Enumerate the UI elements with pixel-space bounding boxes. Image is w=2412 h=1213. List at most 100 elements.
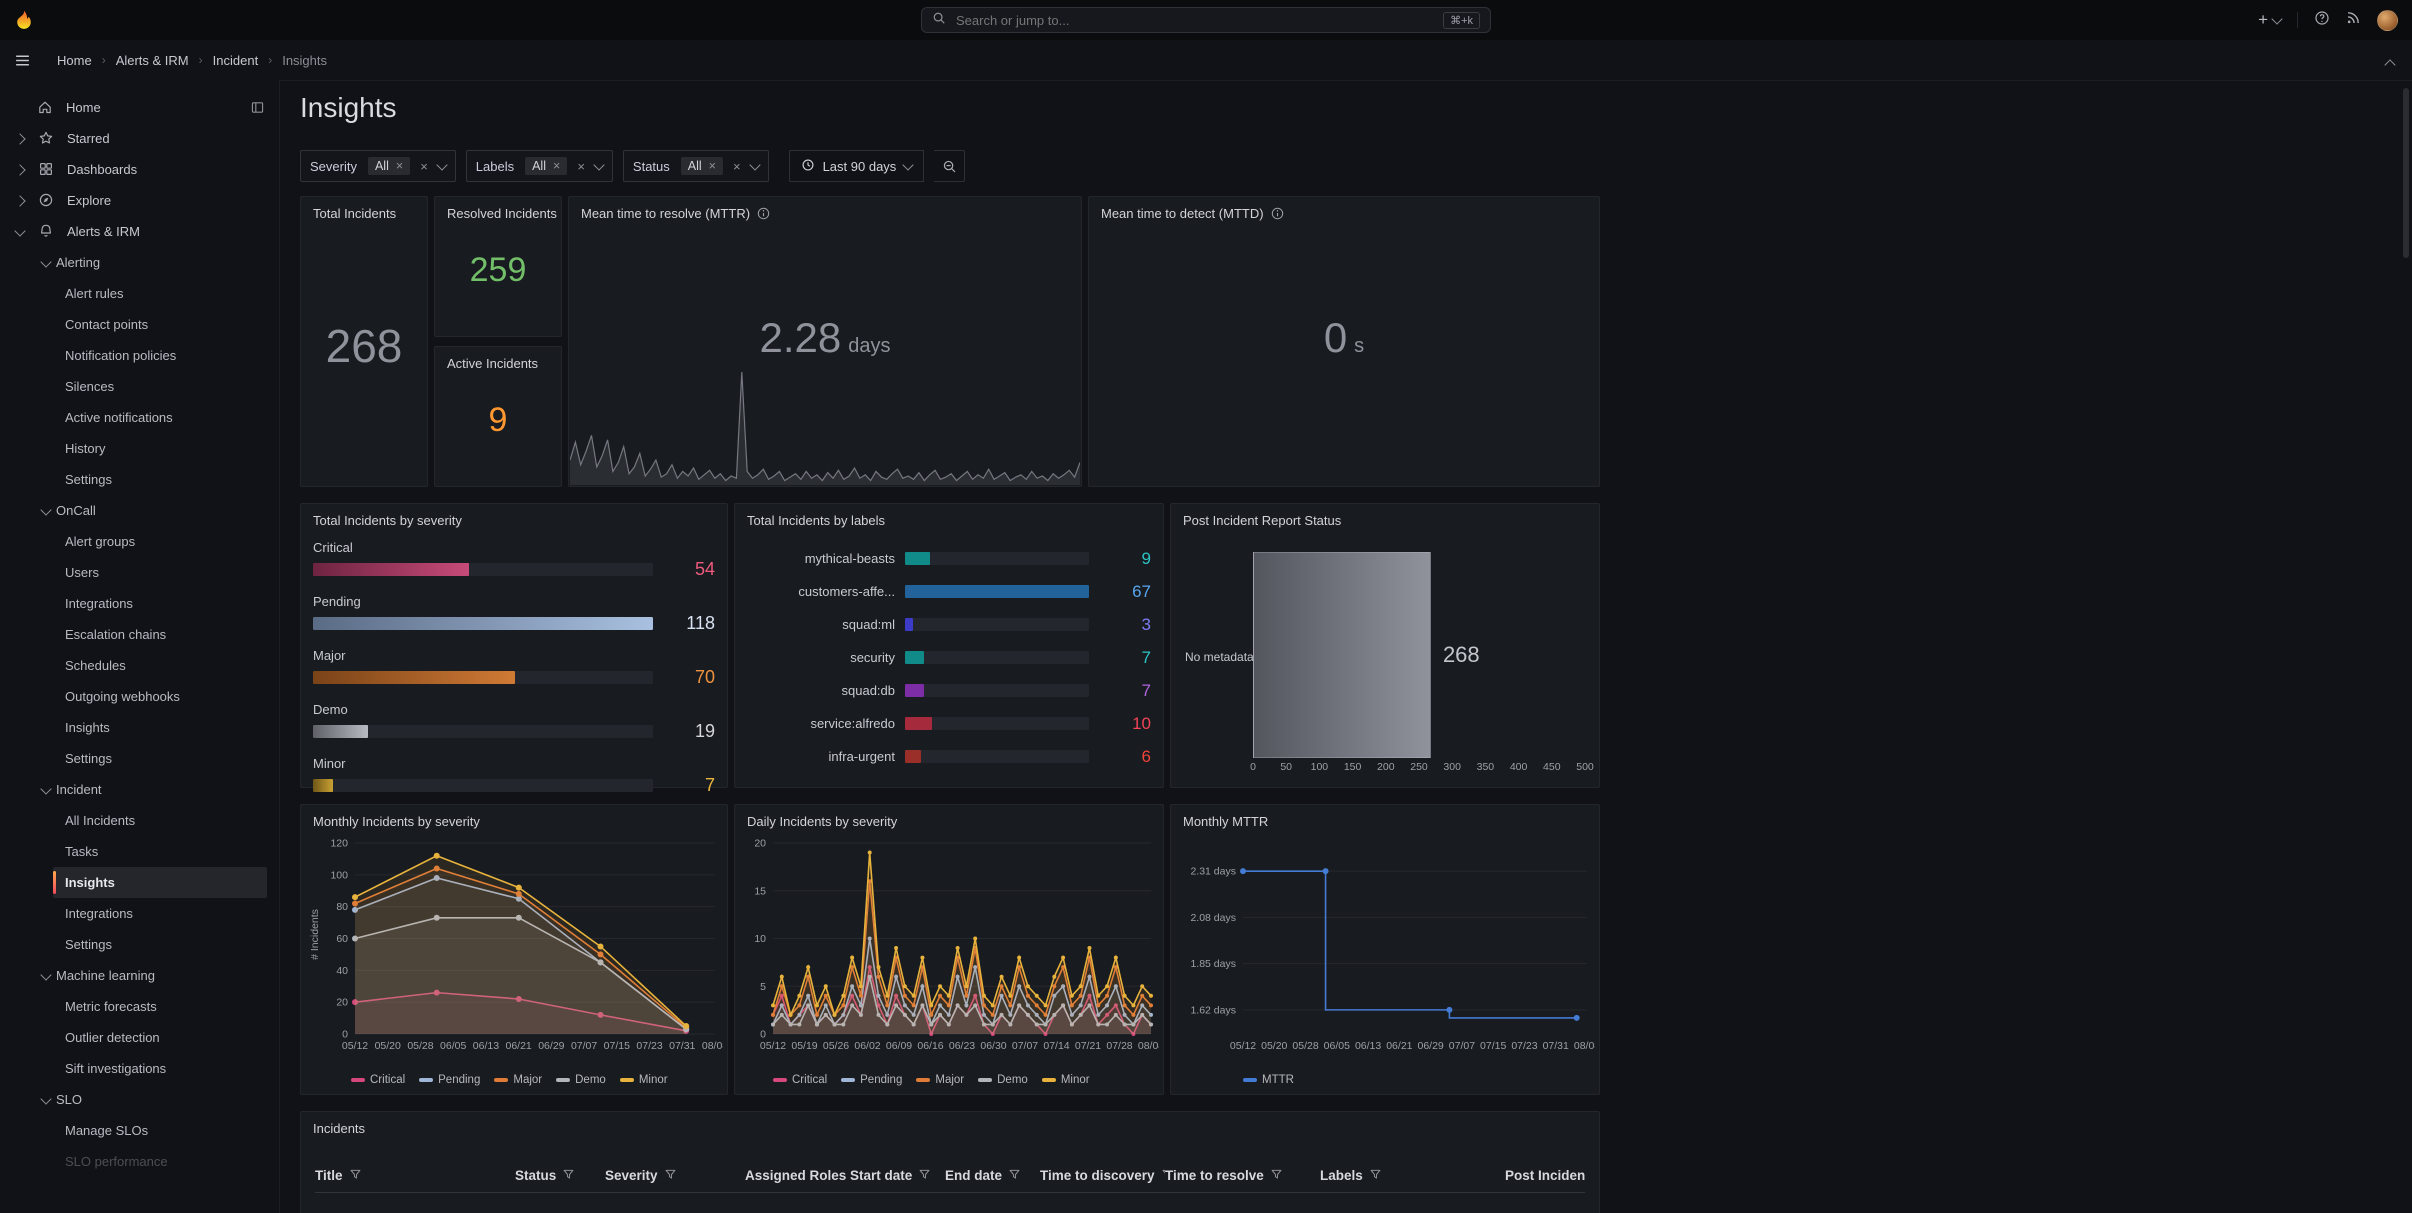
time-range-picker[interactable]: Last 90 days: [788, 150, 925, 182]
filter-labels[interactable]: Labels All × ×: [465, 150, 613, 182]
legend-item-mttr[interactable]: MTTR: [1243, 1074, 1294, 1086]
sidebar-item-settings[interactable]: Settings: [0, 929, 279, 960]
sidebar-item-integrations[interactable]: Integrations: [0, 898, 279, 929]
window-scrollbar[interactable]: [2403, 88, 2409, 258]
sidebar-item-contact-points[interactable]: Contact points: [0, 309, 279, 340]
clear-filter-icon[interactable]: ×: [577, 158, 585, 174]
filter-severity[interactable]: Severity All × ×: [300, 150, 456, 182]
column-header-time-to-resolve[interactable]: Time to resolve: [1165, 1168, 1320, 1183]
sidebar-item-alerting[interactable]: Alerting: [0, 247, 279, 278]
legend-item-major[interactable]: Major: [494, 1074, 542, 1086]
sidebar-item-users[interactable]: Users: [0, 557, 279, 588]
legend-item-minor[interactable]: Minor: [1041, 1074, 1090, 1086]
filter-value-chip[interactable]: All ×: [367, 157, 411, 175]
sidebar-item-insights[interactable]: Insights: [53, 867, 267, 898]
filter-label: Severity: [310, 158, 357, 174]
grafana-logo-icon[interactable]: [13, 9, 35, 31]
breadcrumb-item-home[interactable]: Home: [57, 52, 92, 68]
filter-value-chip[interactable]: All ×: [680, 157, 723, 175]
column-header-time-to-discovery[interactable]: Time to discovery: [1040, 1168, 1165, 1183]
sidebar-item-schedules[interactable]: Schedules: [0, 650, 279, 681]
sidebar-item-metric-forecasts[interactable]: Metric forecasts: [0, 991, 279, 1022]
sidebar-item-alert-groups[interactable]: Alert groups: [0, 526, 279, 557]
legend-item-major[interactable]: Major: [916, 1074, 964, 1086]
sidebar-item-sift-investigations[interactable]: Sift investigations: [0, 1053, 279, 1084]
chevron-down-icon[interactable]: [748, 159, 768, 171]
info-icon[interactable]: [1271, 207, 1284, 220]
chevron-down-icon[interactable]: [436, 159, 455, 171]
breadcrumb-item-alerts-irm[interactable]: Alerts & IRM: [115, 52, 189, 68]
sidebar-item-history[interactable]: History: [0, 433, 279, 464]
sidebar-item-tasks[interactable]: Tasks: [0, 836, 279, 867]
chevron-down-icon[interactable]: [593, 159, 612, 171]
legend-item-demo[interactable]: Demo: [556, 1074, 606, 1086]
sidebar-item-incident[interactable]: Incident: [0, 774, 279, 805]
legend-item-critical[interactable]: Critical: [351, 1074, 405, 1086]
sidebar-item-settings[interactable]: Settings: [0, 464, 279, 495]
column-header-title[interactable]: Title: [315, 1168, 515, 1183]
sidebar-item-dashboards[interactable]: Dashboards: [0, 154, 279, 185]
filter-status[interactable]: Status All × ×: [622, 150, 769, 182]
news-rss-icon[interactable]: [2346, 10, 2361, 30]
sidebar-item-silences[interactable]: Silences: [0, 371, 279, 402]
sidebar-item-insights[interactable]: Insights: [0, 712, 279, 743]
sidebar-item-active-notifications[interactable]: Active notifications: [0, 402, 279, 433]
filter-funnel-icon[interactable]: [919, 1168, 930, 1183]
sidebar-item-explore[interactable]: Explore: [0, 185, 279, 216]
legend-item-demo[interactable]: Demo: [978, 1074, 1028, 1086]
clear-filter-icon[interactable]: ×: [732, 158, 741, 174]
filter-funnel-icon[interactable]: [1271, 1168, 1282, 1183]
column-header-labels[interactable]: Labels: [1320, 1168, 1505, 1183]
column-header-severity[interactable]: Severity: [605, 1168, 745, 1183]
zoom-out-button[interactable]: [934, 150, 966, 182]
breadcrumb-item-incident[interactable]: Incident: [212, 52, 259, 68]
sidebar-item-machine-learning[interactable]: Machine learning: [0, 960, 279, 991]
sidebar-item-integrations[interactable]: Integrations: [0, 588, 279, 619]
legend-item-minor[interactable]: Minor: [619, 1074, 668, 1086]
legend-item-pending[interactable]: Pending: [419, 1074, 480, 1086]
filter-funnel-icon[interactable]: [563, 1168, 574, 1183]
undock-menu-icon[interactable]: [250, 100, 265, 115]
filter-value-chip[interactable]: All ×: [525, 157, 568, 175]
legend-item-pending[interactable]: Pending: [841, 1074, 902, 1086]
filter-funnel-icon[interactable]: [1370, 1168, 1381, 1183]
search-input[interactable]: [954, 11, 1436, 29]
filter-funnel-icon[interactable]: [350, 1168, 361, 1183]
sidebar-item-home[interactable]: Home: [0, 92, 279, 123]
sidebar-item-outgoing-webhooks[interactable]: Outgoing webhooks: [0, 681, 279, 712]
help-icon[interactable]: [2314, 10, 2330, 31]
new-menu-button[interactable]: +: [2258, 10, 2283, 30]
sidebar-item-alerts-irm[interactable]: Alerts & IRM: [0, 216, 279, 247]
legend-label: Minor: [1060, 1074, 1090, 1086]
search-box[interactable]: ⌘+k: [921, 7, 1491, 33]
sidebar-item-manage-slos[interactable]: Manage SLOs: [0, 1115, 279, 1146]
sidebar-item-oncall[interactable]: OnCall: [0, 495, 279, 526]
sidebar-item-alert-rules[interactable]: Alert rules: [0, 278, 279, 309]
sidebar-item-notification-policies[interactable]: Notification policies: [0, 340, 279, 371]
sidebar-item-outlier-detection[interactable]: Outlier detection: [0, 1022, 279, 1053]
clear-filter-icon[interactable]: ×: [420, 158, 428, 174]
legend-item-critical[interactable]: Critical: [773, 1074, 827, 1086]
sidebar-item-settings[interactable]: Settings: [0, 743, 279, 774]
hamburger-menu-icon[interactable]: [14, 52, 31, 69]
info-icon[interactable]: [757, 207, 770, 220]
avatar[interactable]: [2377, 9, 2398, 31]
column-header-status[interactable]: Status: [515, 1168, 605, 1183]
remove-value-icon[interactable]: ×: [395, 159, 404, 173]
column-header-assigned-roles[interactable]: Assigned Roles: [745, 1168, 850, 1183]
column-header-end-date[interactable]: End date: [945, 1168, 1040, 1183]
column-header-post-incident-review[interactable]: Post Incident Review (: [1505, 1168, 1585, 1183]
sidebar-item-slo[interactable]: SLO: [0, 1084, 279, 1115]
sidebar-item-all-incidents[interactable]: All Incidents: [0, 805, 279, 836]
filter-funnel-icon[interactable]: [665, 1168, 676, 1183]
column-header-start-date[interactable]: Start date: [850, 1168, 945, 1183]
breadcrumb-item-insights[interactable]: Insights: [282, 52, 328, 68]
remove-value-icon[interactable]: ×: [553, 159, 561, 173]
filter-label: Status: [632, 158, 670, 174]
sidebar-item-starred[interactable]: Starred: [0, 123, 279, 154]
sidebar-item-escalation-chains[interactable]: Escalation chains: [0, 619, 279, 650]
collapse-topbar-icon[interactable]: [2384, 56, 2396, 74]
filter-funnel-icon[interactable]: [1009, 1168, 1020, 1183]
sidebar-item-slo-performance[interactable]: SLO performance: [0, 1146, 279, 1177]
remove-value-icon[interactable]: ×: [708, 159, 716, 173]
